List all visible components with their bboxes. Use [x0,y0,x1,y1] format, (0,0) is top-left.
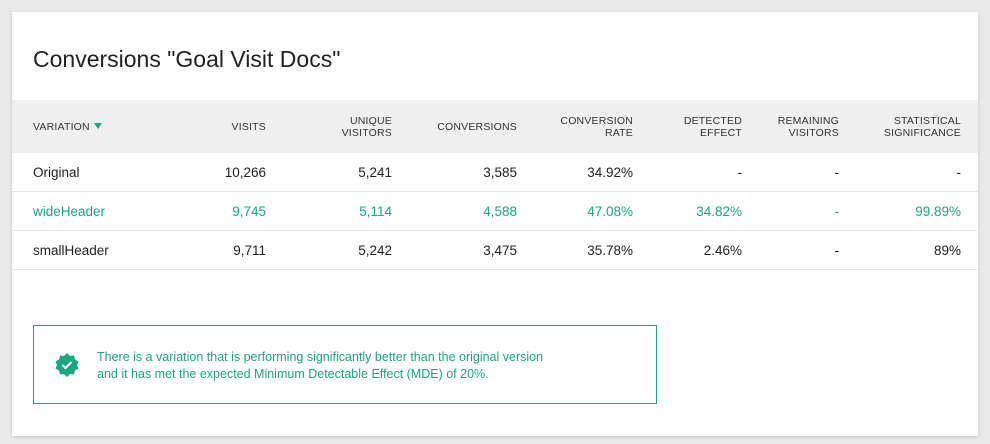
results-table: VARIATION VISITS UNIQUE VISITORS CONVERSION… [12,100,978,270]
table-cell: 3,585 [392,153,517,192]
table-cell: 5,242 [266,230,392,270]
table-row: smallHeader 9,711 5,242 3,475 35.78% 2.46% -89… [12,230,978,270]
column-header: REMAINING VISITORS [742,100,839,153]
header-text: CONVERSIONS [437,120,517,133]
header-text: VARIATION [33,120,90,133]
table-cell: - [839,153,978,192]
column-header: STATISTICAL SIGNIFICANCE [839,100,978,153]
table-cell: 5,114 [266,191,392,231]
header-text: STATISTICAL SIGNIFICANCE [883,114,961,139]
notice-line: and it has met the expected Minimum Dete… [97,367,489,381]
table-cell: - [742,191,839,231]
header-text: REMAINING VISITORS [777,114,839,139]
column-header: CONVERSIONS [392,100,517,153]
table-cell: - [742,230,839,270]
significance-notice: There is a variation that is performing … [33,325,657,404]
table-cell: 34.82% [633,191,742,231]
verified-icon [55,353,79,377]
table-cell: 99.89% [839,191,978,231]
table-cell: 3,475 [392,230,517,270]
table-cell: 34.92% [517,153,633,192]
table-row: wideHeader 9,745 5,114 4,588 47.08% 34.82% -99… [12,191,978,231]
table-cell: smallHeader [12,230,162,270]
header-text: CONVERSION RATE [560,114,633,139]
header-text: VISITS [231,120,266,133]
table-cell: Original [12,153,162,192]
table-cell: wideHeader [12,191,162,231]
column-header: CONVERSION RATE [517,100,633,153]
column-header: VARIATION [12,100,162,153]
column-header: DETECTED EFFECT [633,100,742,153]
table-cell: 10,266 [162,153,266,192]
table-cell: 5,241 [266,153,392,192]
column-header: UNIQUE VISITORS [266,100,392,153]
notice-text: There is a variation that is performing … [97,349,543,383]
table-cell: 9,745 [162,191,266,231]
table-cell: 4,588 [392,191,517,231]
header-text: DETECTED EFFECT [683,114,742,139]
table-cell: 35.78% [517,230,633,270]
table-cell: - [633,153,742,192]
table-cell: 47.08% [517,191,633,231]
table-body: Original 10,266 5,241 3,585 34.92% - - - wideHea… [12,153,978,270]
table-cell: 89% [839,230,978,270]
header-row: VARIATION VISITS UNIQUE VISITORS CONVERSION… [12,100,978,153]
header-text: UNIQUE VISITORS [341,114,392,139]
table-cell: 9,711 [162,230,266,270]
column-header: VISITS [162,100,266,153]
sort-indicator [93,122,102,129]
conversions-card: Conversions "Goal Visit Docs" VARIATION V… [12,12,978,436]
table-cell: 2.46% [633,230,742,270]
table-cell: - [742,153,839,192]
card-title: Conversions "Goal Visit Docs" [33,46,341,72]
table-row: Original 10,266 5,241 3,585 34.92% - - - [12,153,978,192]
notice-line: There is a variation that is performing … [97,350,544,364]
